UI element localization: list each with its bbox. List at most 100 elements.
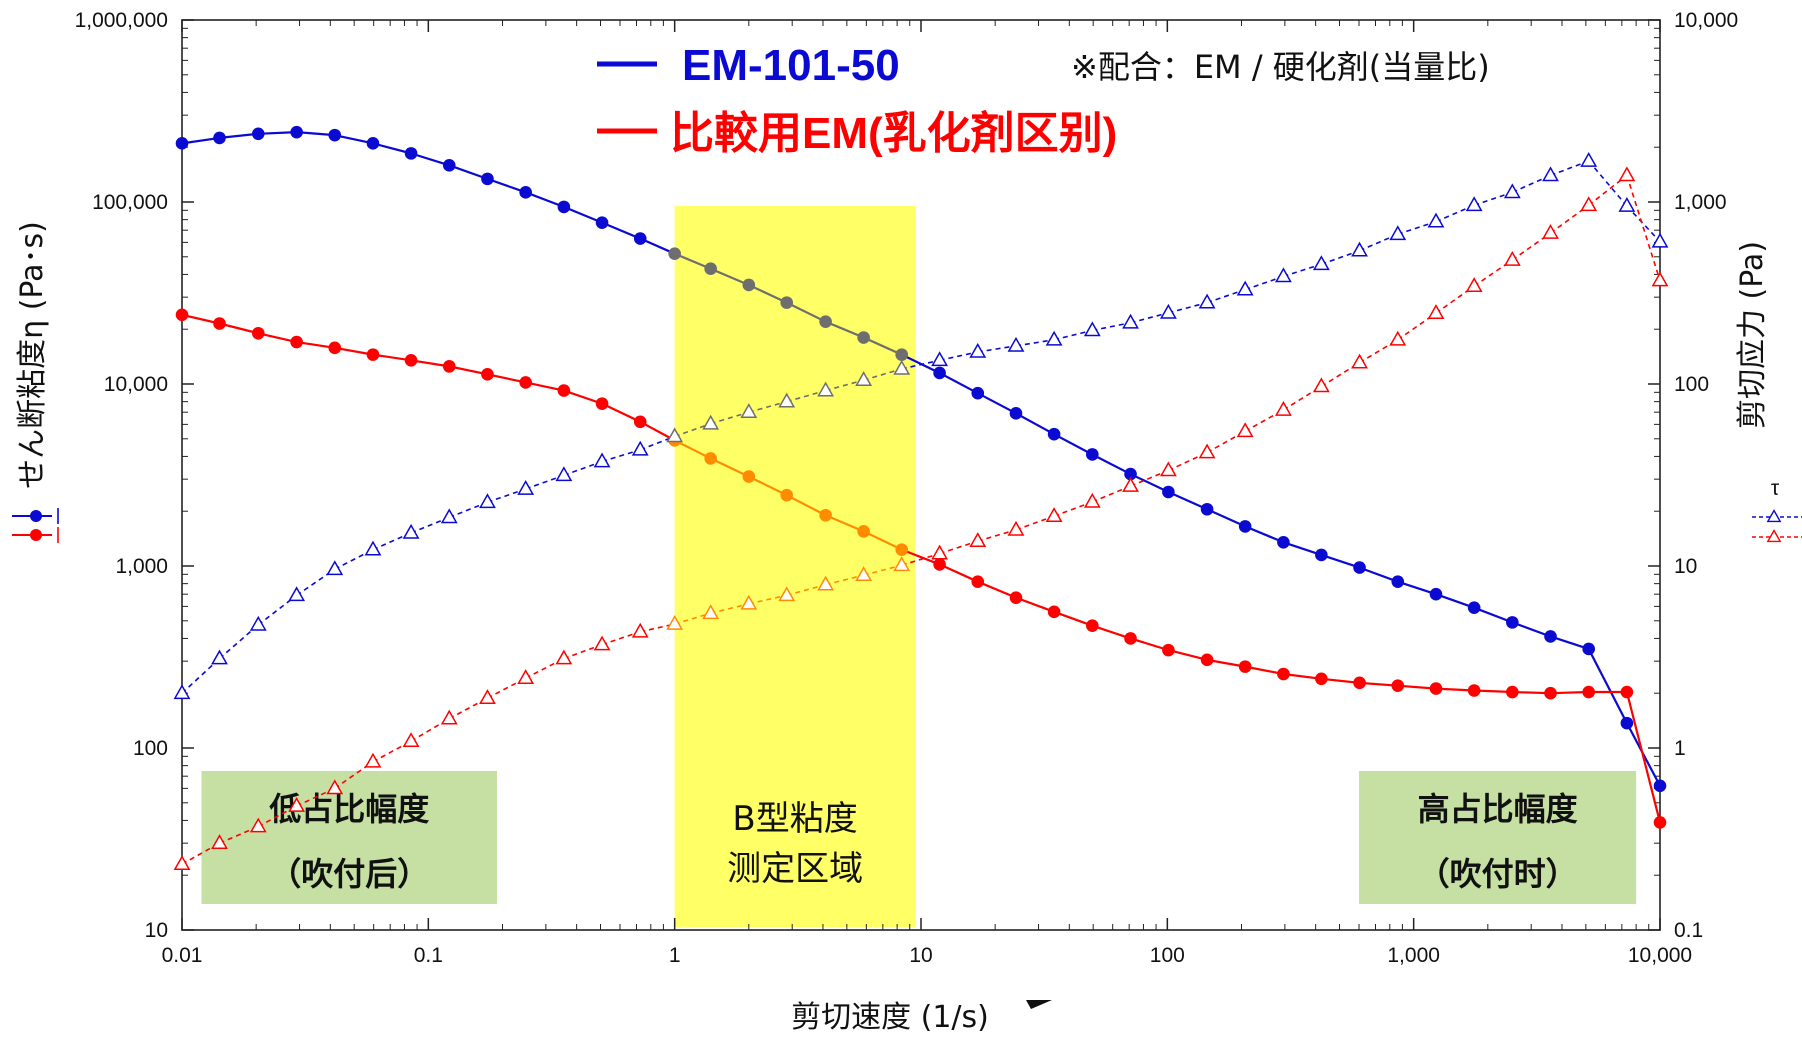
data-point [1162, 485, 1175, 499]
series-line-segment [296, 131, 335, 137]
series-line-segment [448, 164, 488, 180]
data-point [1429, 682, 1443, 695]
series-line-segment [674, 252, 712, 270]
data-point [1162, 643, 1175, 657]
y-axis-title: せん断粘度η (Pa･s) [15, 221, 50, 489]
data-point [1277, 535, 1290, 549]
series-line-segment [863, 530, 903, 551]
series-line-segment [863, 564, 902, 576]
series-line-segment [1244, 525, 1284, 544]
series-line-segment [1092, 485, 1131, 503]
axis-key-comparison-stress [1752, 529, 1802, 543]
data-point [173, 684, 191, 700]
y2-axis-title: 剪切应力 (Pa) [1735, 241, 1770, 429]
data-point [404, 353, 418, 367]
series-line-segment [1397, 684, 1437, 690]
series-1-viscosity [175, 125, 1667, 793]
series-line-segment [901, 548, 941, 566]
series-line-segment [1092, 321, 1131, 332]
data-point [971, 386, 985, 400]
series-line-segment [1512, 174, 1551, 194]
series-line-segment [1244, 275, 1284, 291]
series-line-segment [901, 552, 940, 566]
series-line-segment [710, 411, 750, 425]
series-line-segment [901, 359, 940, 370]
series-line-segment [1206, 288, 1246, 304]
series-line-segment [1167, 491, 1208, 511]
data-point [1351, 353, 1368, 369]
legend-note: ※配合：EM / 硬化剤(当量比) [1071, 48, 1490, 86]
series-line-segment [825, 514, 865, 533]
data-point [778, 392, 796, 408]
data-point [402, 523, 420, 539]
y-tick-label: 100,000 [92, 191, 168, 214]
data-point [1465, 196, 1483, 212]
series-line-segment [748, 475, 788, 497]
data-point [1542, 166, 1559, 182]
data-point [557, 200, 571, 214]
data-point [1620, 716, 1634, 730]
data-point [404, 147, 418, 160]
series-line-segment [1625, 691, 1662, 823]
series-line-segment [1091, 453, 1132, 476]
data-point [1391, 575, 1405, 588]
series-line-segment [863, 336, 903, 356]
data-point [1198, 293, 1216, 309]
band-label-line2: 测定区域 [727, 849, 863, 889]
data-point [1467, 684, 1481, 697]
data-point [557, 384, 571, 397]
y2-tick-label: 100 [1674, 373, 1709, 396]
data-point [213, 317, 226, 330]
annotation-box-low [201, 771, 497, 904]
series-line-segment [1206, 658, 1246, 668]
series-line-segment [219, 322, 259, 335]
data-point [1312, 377, 1330, 393]
series-line-segment [710, 267, 750, 286]
y-tick-label: 100 [133, 737, 168, 760]
series-line-segment [487, 373, 526, 384]
data-point [969, 342, 987, 358]
data-point [519, 186, 532, 199]
series-line-segment [1473, 191, 1513, 206]
series-line-segment [748, 594, 787, 605]
data-point [1007, 520, 1025, 536]
data-point [819, 508, 832, 522]
data-point [288, 796, 306, 812]
series-line-segment [372, 532, 412, 551]
highlight-band [674, 206, 916, 927]
data-point [519, 376, 532, 389]
data-point [631, 622, 649, 638]
data-point [517, 479, 535, 495]
series-line-segment [1053, 433, 1093, 456]
data-point [895, 348, 909, 361]
data-point [364, 540, 382, 556]
data-point [1238, 520, 1252, 533]
data-point [251, 326, 265, 340]
data-point [971, 575, 985, 588]
data-point [326, 779, 344, 795]
data-point [175, 137, 189, 150]
series-line-segment [1435, 204, 1475, 223]
series-line-segment [674, 439, 712, 460]
data-point [857, 331, 870, 344]
y2-tick-label: 0.1 [1674, 919, 1703, 942]
annotation-box-high-line2: （吹付时） [1418, 855, 1578, 893]
data-point [702, 604, 720, 620]
data-point [1651, 271, 1669, 287]
series-line-segment [977, 392, 1017, 415]
data-point [1580, 151, 1598, 167]
data-point [593, 452, 611, 468]
y-tick-label: 10,000 [104, 373, 168, 396]
data-point [442, 159, 456, 172]
y2-tick-label: 10 [1674, 555, 1697, 578]
data-point [855, 371, 873, 386]
data-point [933, 558, 946, 571]
series-line-segment [825, 320, 865, 339]
series-line-segment [410, 152, 450, 167]
axis-legend-markers [12, 508, 1802, 543]
series-line-segment [1550, 690, 1589, 695]
series-line-segment [939, 371, 979, 395]
data-point [442, 360, 456, 373]
series-line-segment [939, 351, 978, 362]
data-point [933, 366, 946, 380]
